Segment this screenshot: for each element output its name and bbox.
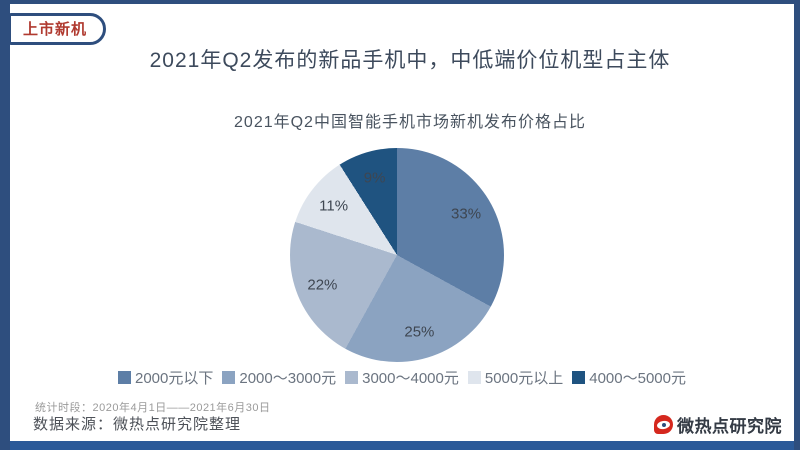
legend-item: 2000元以下 bbox=[118, 367, 213, 388]
chart-legend: 2000元以下 2000～3000元 3000～4000元 5000元以上 4000～5… bbox=[10, 367, 794, 388]
left-border bbox=[0, 0, 10, 450]
brand-logo: 微热点研究院 bbox=[654, 412, 782, 437]
legend-item: 5000元以上 bbox=[467, 367, 564, 388]
legend-marker bbox=[222, 371, 236, 384]
pie-slice-label: 11% bbox=[319, 197, 349, 215]
top-border bbox=[0, 0, 800, 4]
legend-marker bbox=[467, 371, 481, 384]
chart-title: 2021年Q2中国智能手机市场新机发布价格占比 bbox=[234, 114, 586, 131]
legend-marker bbox=[118, 371, 131, 384]
pie-chart-area: 33% 25% 22% 11% 9% bbox=[290, 148, 504, 362]
legend-label: 2000元以下 bbox=[135, 370, 214, 387]
legend-item: 3000～4000元 bbox=[345, 367, 459, 388]
legend-marker bbox=[572, 371, 586, 384]
legend-marker bbox=[345, 371, 359, 384]
legend-label: 5000元以上 bbox=[484, 370, 564, 387]
pie-slice-label: 9% bbox=[363, 169, 386, 187]
pie-slice-label: 33% bbox=[451, 205, 482, 223]
right-border bbox=[794, 0, 800, 450]
pie-chart bbox=[290, 148, 504, 362]
legend-label: 2000～3000元 bbox=[239, 370, 337, 387]
brand-logo-text: 微热点研究院 bbox=[677, 417, 782, 436]
page-title: 2021年Q2发布的新品手机中，中低端价位机型占主体 bbox=[149, 49, 671, 72]
data-source-text: 数据来源：微热点研究院整理 bbox=[33, 416, 242, 433]
eye-icon bbox=[654, 415, 673, 434]
legend-item: 2000～3000元 bbox=[222, 367, 336, 388]
stat-period-text: 统计时段：2020年4月1日——2021年6月30日 bbox=[35, 402, 271, 414]
bottom-accent-bar bbox=[10, 441, 800, 450]
legend-item: 4000～5000元 bbox=[572, 367, 686, 388]
pie-slice-label: 25% bbox=[404, 323, 435, 341]
legend-label: 3000～4000元 bbox=[362, 370, 459, 387]
section-badge: 上市新机 bbox=[8, 13, 107, 45]
legend-label: 4000～5000元 bbox=[589, 370, 686, 387]
pie-slice-label: 22% bbox=[307, 276, 338, 294]
